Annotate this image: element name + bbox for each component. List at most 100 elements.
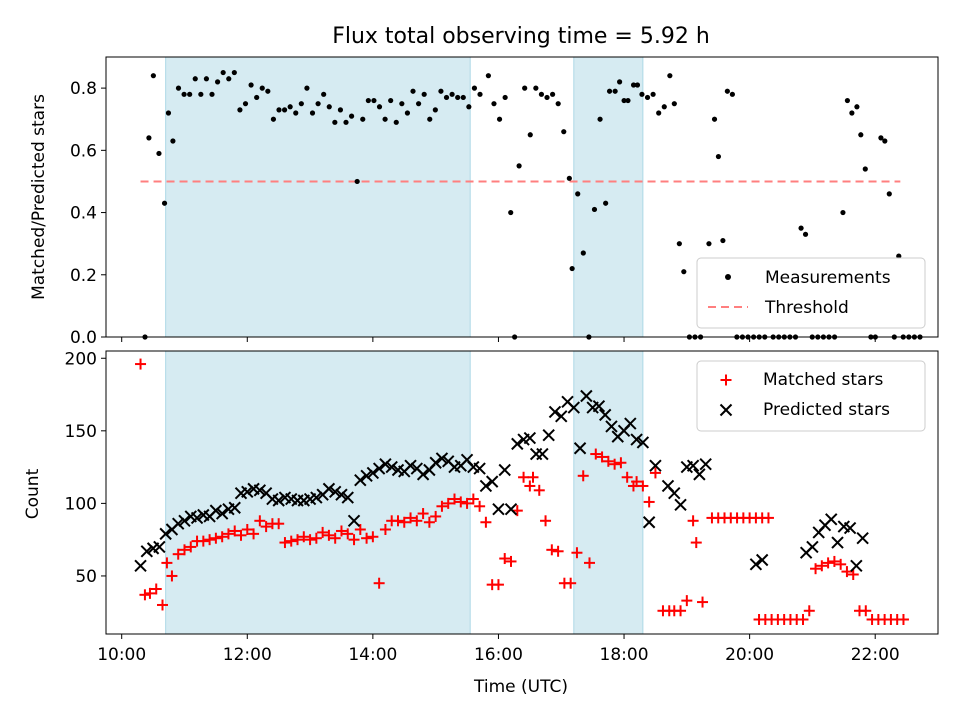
- matched-star-point: [518, 471, 530, 483]
- measurement-point: [661, 104, 667, 110]
- measurement-point: [538, 91, 545, 97]
- measurement-point: [393, 119, 399, 125]
- predicted-star-point: [228, 501, 241, 514]
- matched-star-point: [298, 531, 310, 543]
- predicted-star-point: [567, 401, 581, 414]
- matched-star-point: [810, 563, 822, 575]
- matched-star-point: [150, 583, 162, 595]
- predicted-star-point-b: [178, 514, 191, 528]
- predicted-star-point-b: [642, 516, 656, 529]
- measurement-point: [254, 94, 260, 101]
- predicted-star-point: [178, 514, 191, 528]
- predicted-star-point: [416, 468, 430, 481]
- predicted-star-point-b: [209, 504, 223, 517]
- y-tick-label: 0.0: [70, 328, 97, 348]
- measurement-point: [854, 104, 860, 110]
- predicted-star-point-b: [328, 485, 342, 498]
- predicted-legend-marker: [719, 403, 733, 417]
- observing-window: [165, 56, 471, 338]
- predicted-star-point-b: [322, 482, 336, 496]
- matched-star-point: [248, 528, 260, 540]
- predicted-star-point: [322, 482, 336, 496]
- predicted-star-point-b: [228, 501, 241, 514]
- measurement-point: [644, 94, 651, 101]
- matched-star-point: [897, 613, 909, 625]
- x-tick-label: 10:00: [97, 645, 146, 665]
- matched-star-point: [675, 605, 687, 617]
- measurement-point: [376, 104, 383, 110]
- bottom-legend-box: [696, 360, 926, 432]
- predicted-star-point-b: [197, 508, 210, 522]
- predicted-star-point-b: [755, 553, 769, 567]
- y-tick-label: 100: [65, 494, 97, 514]
- matched-star-point: [304, 534, 316, 546]
- predicted-star-point-b: [366, 466, 380, 480]
- matched-star-point: [329, 532, 341, 544]
- matched-star-point: [527, 471, 539, 483]
- predicted-star-point: [749, 558, 763, 571]
- measurement-point: [715, 153, 722, 160]
- predicted-star-point-b: [498, 463, 511, 477]
- matched-star-point: [762, 512, 774, 524]
- measurement-point: [146, 135, 152, 141]
- predicted-star-point-b: [542, 428, 555, 442]
- matched-legend-label: Matched stars: [763, 370, 883, 390]
- measurement-point: [276, 107, 282, 113]
- predicted-star-point: [347, 514, 361, 528]
- measurement-point: [606, 88, 613, 94]
- measurements-legend-marker: [725, 274, 731, 280]
- measurement-point: [580, 250, 586, 256]
- predicted-star-point: [649, 459, 662, 472]
- measurement-point: [326, 104, 332, 110]
- measurement-point: [242, 101, 249, 107]
- measurement-point: [421, 91, 427, 97]
- matched-star-point: [448, 493, 460, 505]
- predicted-star-point: [159, 527, 172, 541]
- matched-legend-glyph: [720, 374, 732, 386]
- predicted-star-point-b: [843, 521, 857, 535]
- predicted-star-point-b: [598, 408, 612, 422]
- y-tick-label: 150: [65, 422, 97, 442]
- predicted-star-point-b: [630, 433, 643, 446]
- predicted-star-point-b: [511, 437, 524, 451]
- measurement-point: [485, 73, 491, 79]
- predicted-star-point-b: [504, 502, 518, 516]
- matched-star-point: [552, 545, 564, 557]
- matched-star-point: [442, 497, 454, 509]
- measurement-point: [522, 85, 528, 91]
- measurement-point: [181, 91, 187, 97]
- predicted-star-point: [580, 389, 593, 403]
- measurement-point: [502, 94, 508, 101]
- predicted-star-point-b: [310, 491, 323, 504]
- matched-star-point: [361, 532, 373, 544]
- predicted-star-point: [310, 491, 323, 504]
- predicted-star-point-b: [266, 492, 279, 506]
- measurement-point: [591, 206, 598, 213]
- predicted-star-point-b: [460, 453, 474, 467]
- predicted-star-point-b: [492, 502, 505, 516]
- predicted-star-point-b: [605, 420, 618, 433]
- matched-star-point: [822, 557, 834, 569]
- predicted-star-point-b: [699, 457, 712, 471]
- matched-star-point: [533, 484, 545, 496]
- measurement-point: [862, 166, 868, 172]
- bottom-observing-windows: [165, 350, 644, 635]
- predicted-star-point-b: [153, 540, 166, 554]
- predicted-star-point: [341, 491, 354, 504]
- predicted-star-point: [693, 468, 706, 481]
- predicted-star-point: [850, 559, 863, 572]
- measurement-point: [226, 76, 232, 82]
- measurement-point: [550, 91, 556, 97]
- predicted-star-point: [636, 436, 650, 449]
- predicted-star-point: [379, 457, 392, 471]
- matched-star-point: [229, 525, 241, 537]
- top-frame: [105, 56, 939, 338]
- predicted-star-point-b: [190, 511, 204, 525]
- matched-star-point: [540, 515, 552, 527]
- measurement-point: [165, 110, 172, 116]
- predicted-star-point: [831, 536, 844, 549]
- matched-star-point: [577, 470, 589, 482]
- matched-star-point: [139, 589, 151, 601]
- matched-star-point: [292, 534, 304, 546]
- predicted-star-point: [598, 408, 612, 422]
